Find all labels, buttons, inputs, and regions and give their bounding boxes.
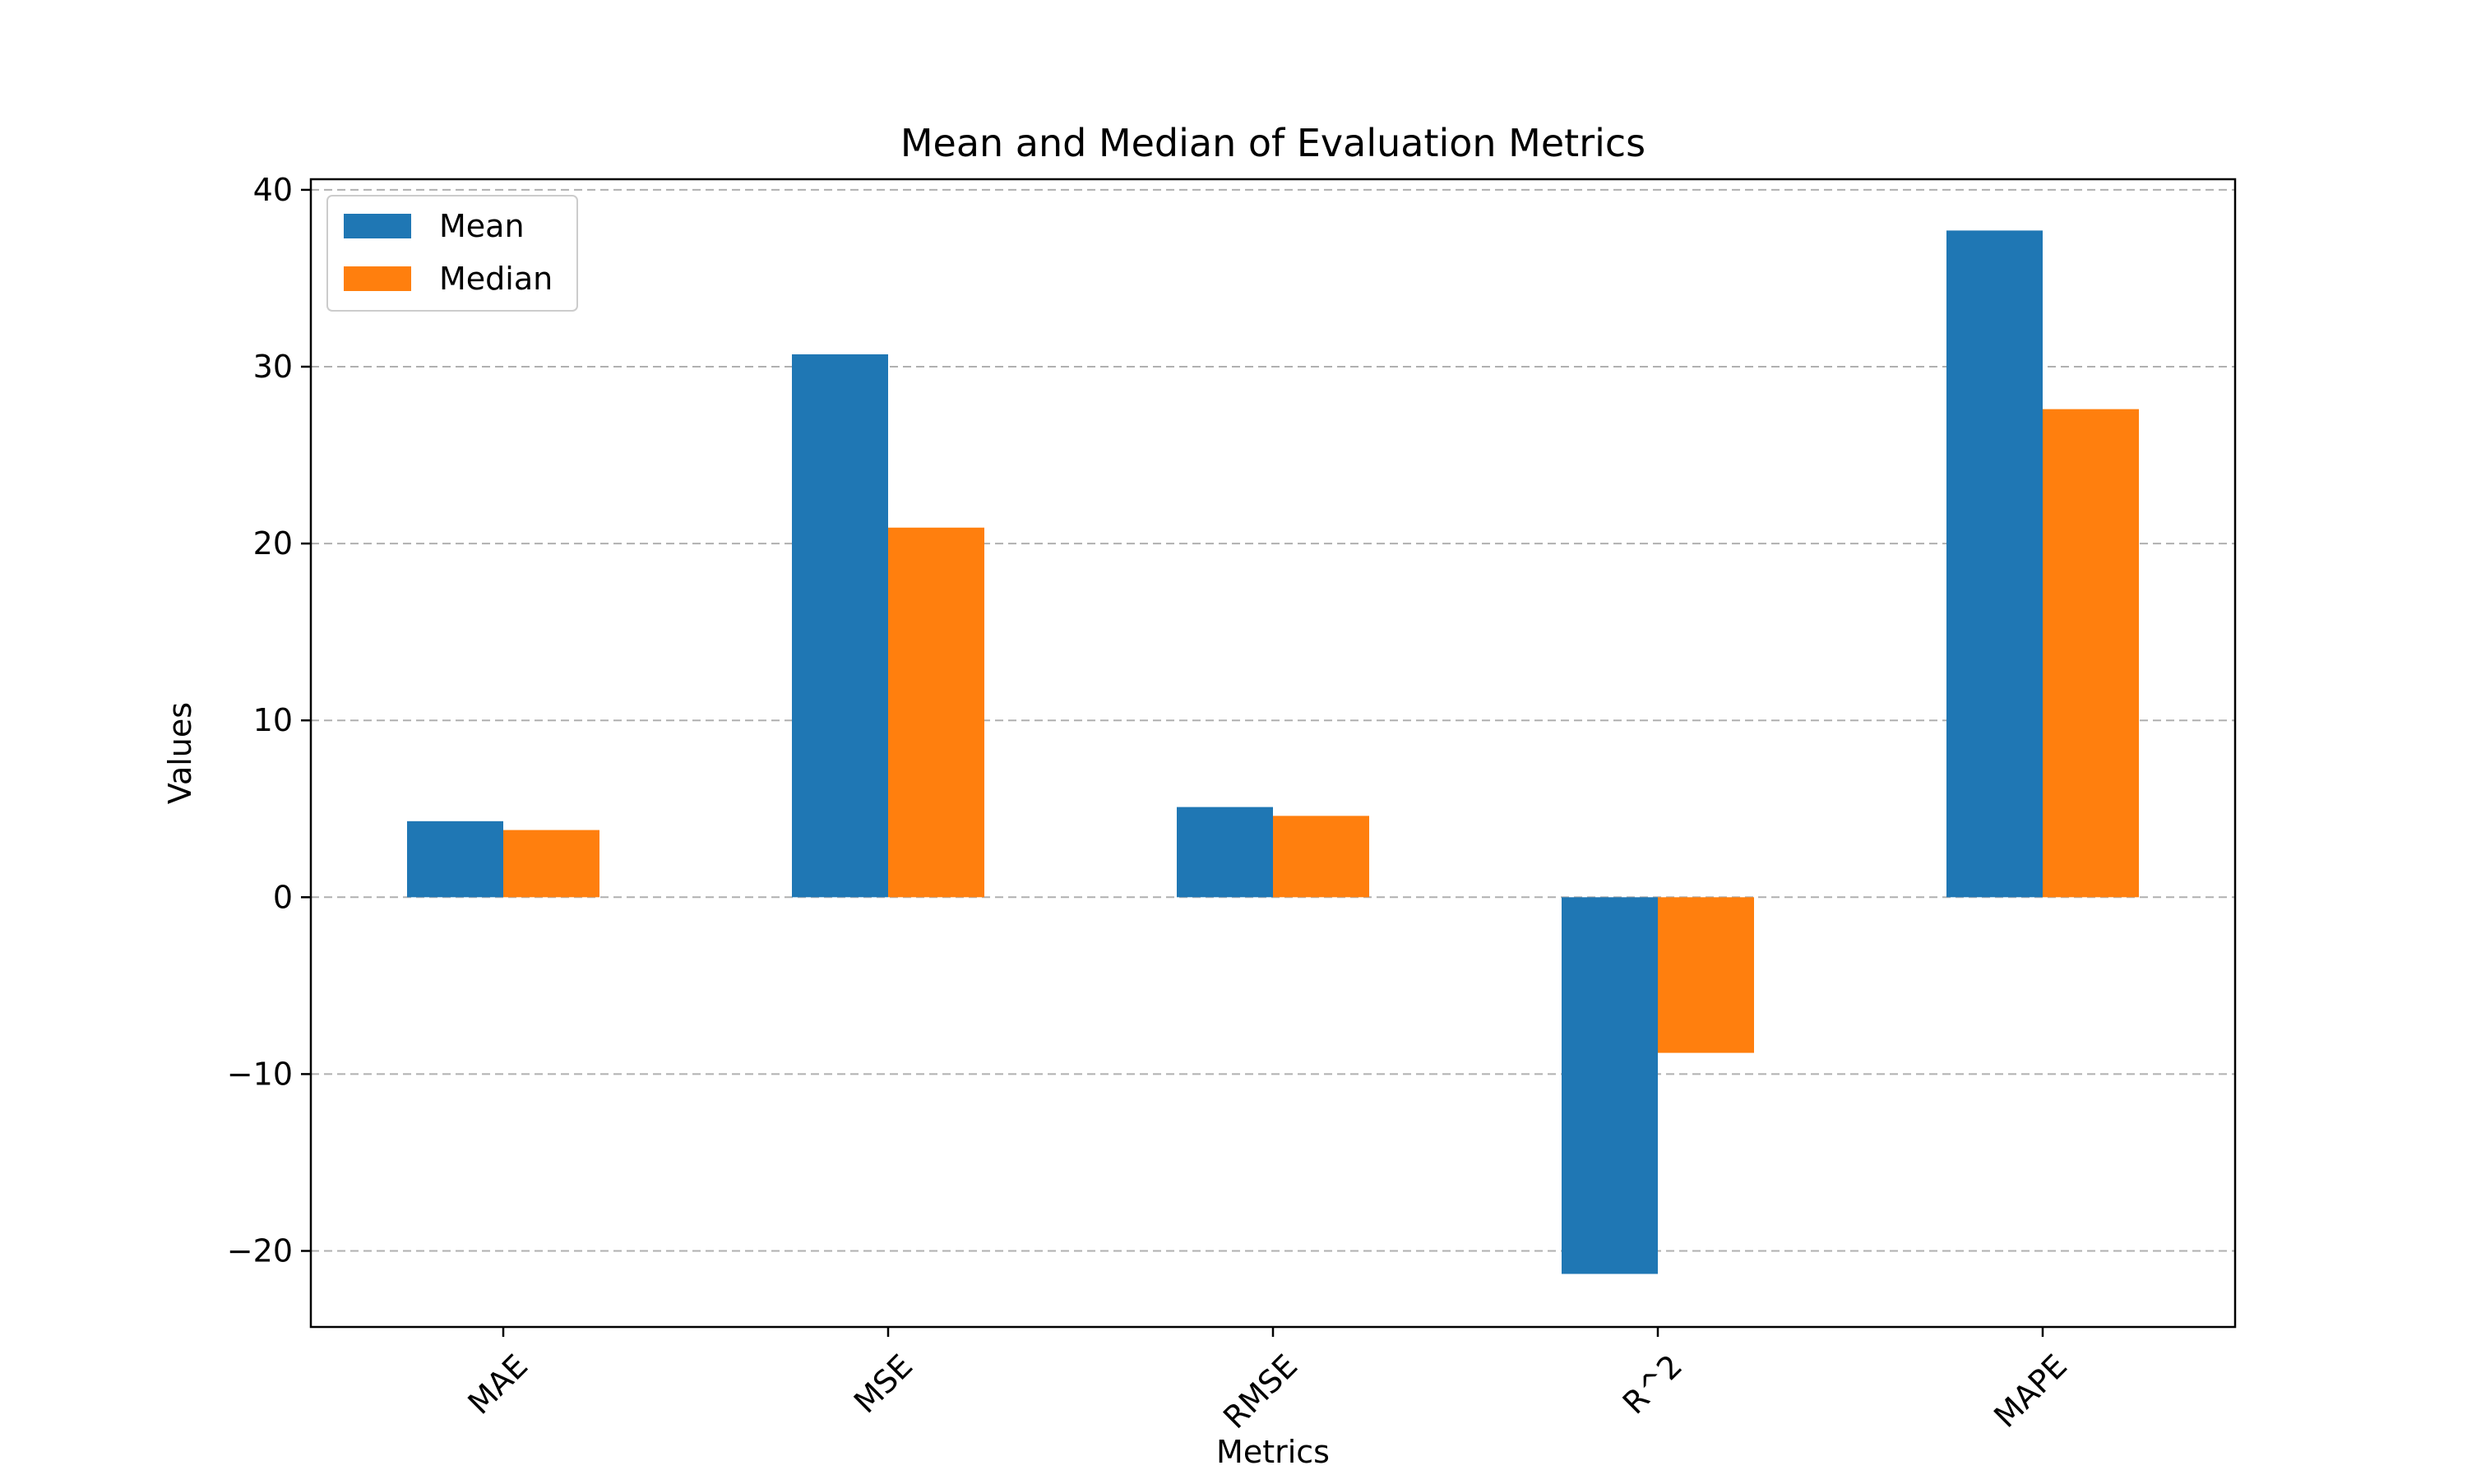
legend-label-mean: Mean [439,208,525,244]
chart-title: Mean and Median of Evaluation Metrics [900,121,1645,165]
y-tick-label: 0 [273,879,293,915]
y-tick-label: 20 [253,525,293,562]
bar-median-3 [1658,897,1754,1053]
y-tick-label: −10 [227,1056,293,1092]
bar-mean-4 [1946,230,2043,898]
y-axis-label: Values [162,702,198,804]
legend-swatch-mean [344,214,411,238]
y-axis-ticks: −20 −10 0 10 20 30 40 [227,172,311,1269]
bar-mean-3 [1562,897,1658,1274]
bar-mean-0 [407,821,503,898]
grid-lines [311,188,2235,1252]
y-tick-label: 40 [253,172,293,208]
bar-mean-2 [1177,807,1273,898]
bar-mean-1 [792,354,888,898]
bars [407,230,2139,1274]
bar-median-0 [503,830,599,898]
y-tick-label: 10 [253,702,293,738]
legend-swatch-median [344,266,411,291]
y-tick-label: 30 [253,349,293,385]
bar-median-2 [1273,816,1369,898]
x-axis-label: Metrics [1216,1434,1330,1470]
legend-label-median: Median [439,261,553,297]
y-tick-label: −20 [227,1233,293,1269]
bar-median-4 [2043,409,2139,898]
bar-median-1 [888,527,984,898]
legend: Mean Median [326,195,578,312]
